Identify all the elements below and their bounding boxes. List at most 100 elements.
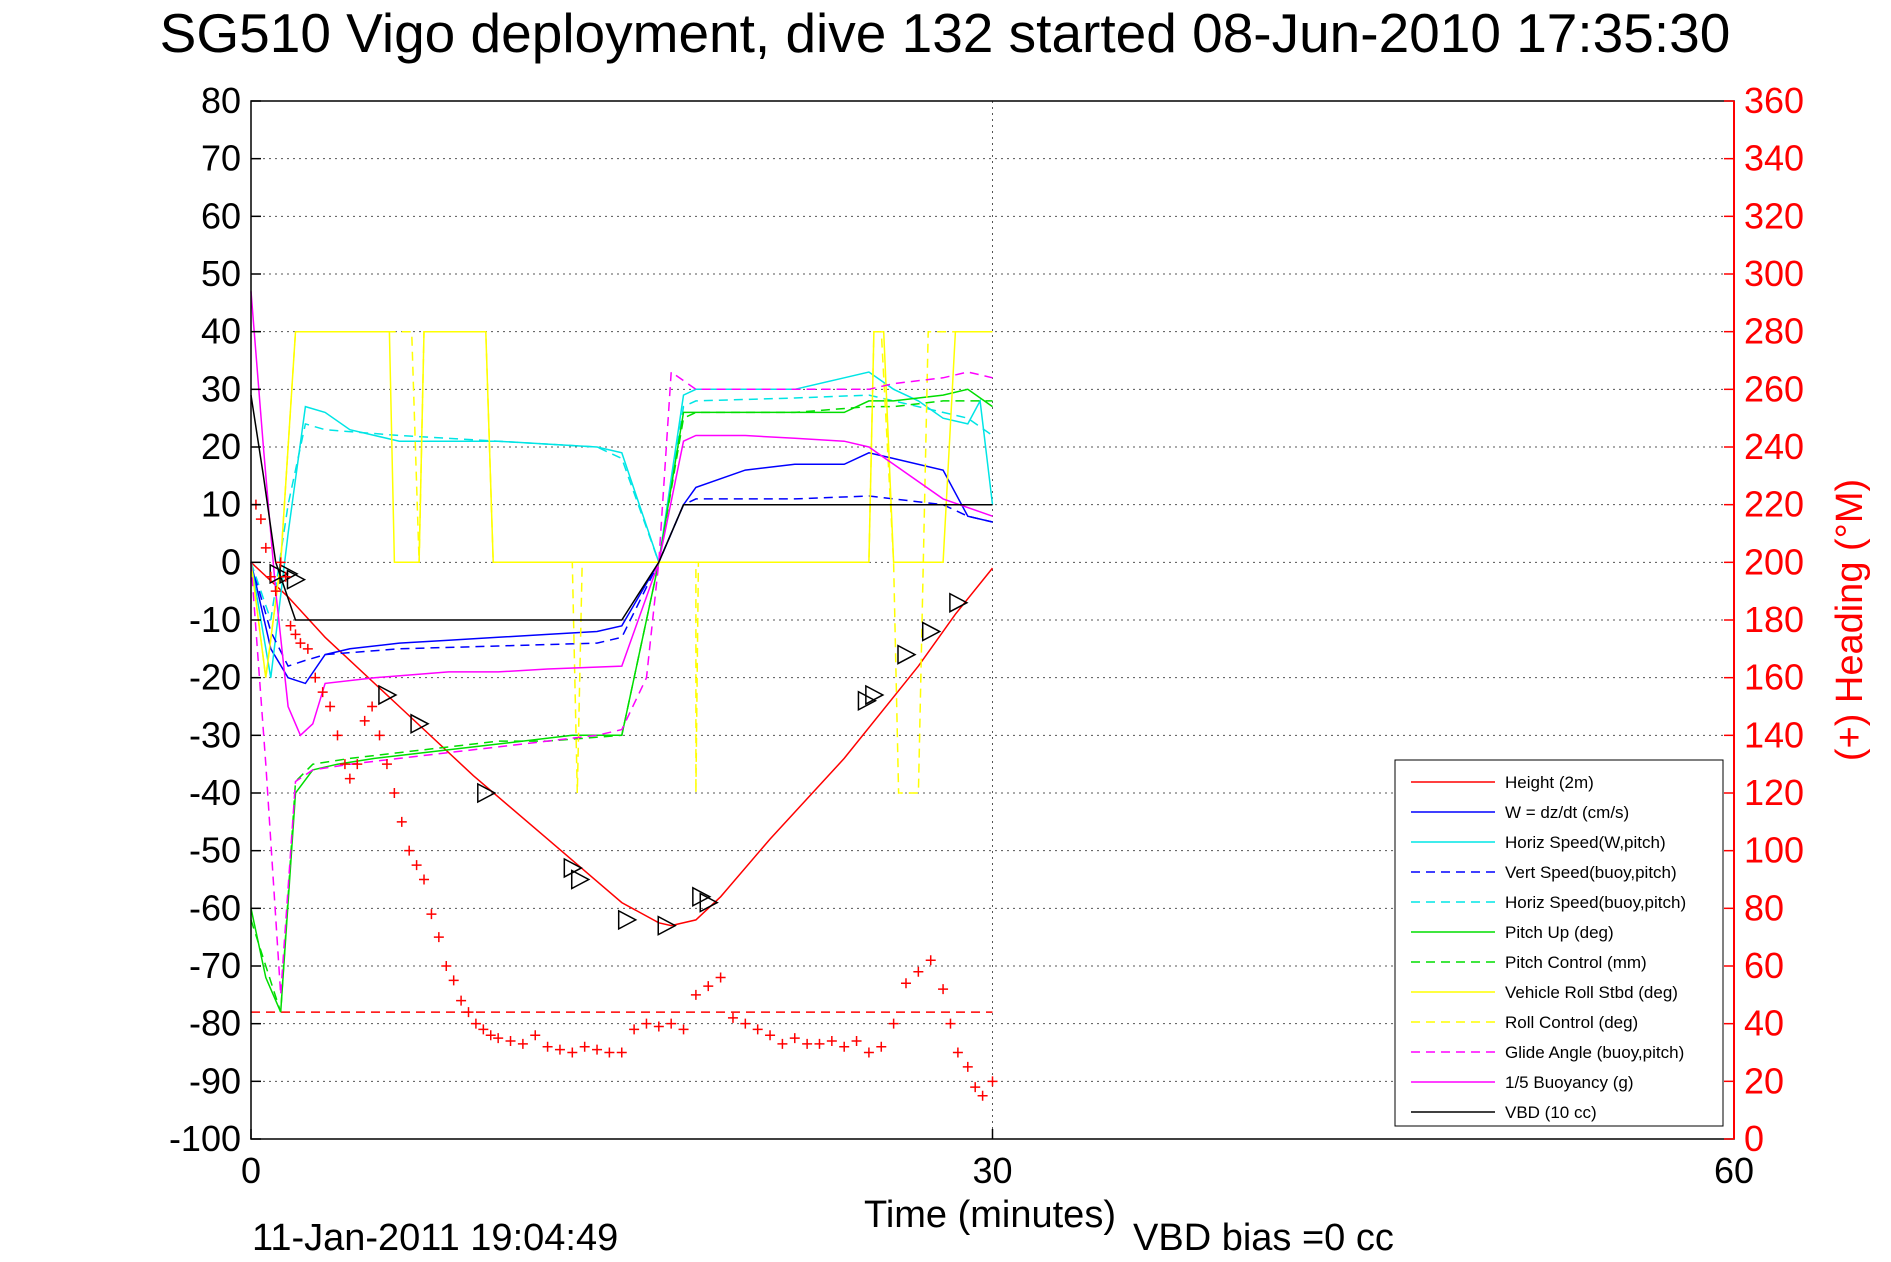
- heading-point: [913, 966, 924, 977]
- height-marker: [570, 869, 591, 890]
- y2-tick-label: 220: [1744, 484, 1804, 525]
- y-tick-label: -50: [189, 830, 241, 871]
- timestamp-footer: 11-Jan-2011 19:04:49: [252, 1217, 618, 1259]
- heading-point: [715, 972, 726, 983]
- legend-label: Horiz Speed(W,pitch): [1505, 833, 1666, 852]
- heading-point: [411, 860, 422, 871]
- heading-point: [470, 1018, 481, 1029]
- heading-point: [485, 1030, 496, 1041]
- series-lines: [250, 291, 994, 1013]
- legend-label: 1/5 Buoyancy (g): [1505, 1073, 1634, 1092]
- heading-point: [359, 715, 370, 726]
- heading-point: [678, 1024, 689, 1035]
- height-marker: [657, 915, 677, 936]
- height-marker: [563, 857, 583, 879]
- heading-point: [900, 978, 911, 989]
- heading-point: [302, 643, 313, 654]
- series-line: [250, 495, 993, 668]
- heading-point: [517, 1038, 528, 1049]
- heading-point: [389, 788, 400, 798]
- heading-point: [554, 1044, 565, 1055]
- height-marker: [857, 690, 878, 711]
- height-marker: [378, 684, 398, 706]
- heading-point: [876, 1041, 887, 1052]
- heading-point: [952, 1047, 963, 1058]
- y-tick-label: 60: [201, 195, 241, 236]
- x-tick-label: 0: [241, 1150, 261, 1191]
- right-axis-label: (+) Heading (°M): [1829, 479, 1871, 761]
- height-marker: [921, 621, 942, 642]
- heading-point: [616, 1047, 627, 1058]
- y2-tick-label: 0: [1744, 1118, 1764, 1159]
- heading-point: [295, 638, 306, 649]
- y-tick-label: 0: [221, 541, 241, 582]
- y2-tick-label: 100: [1744, 830, 1804, 871]
- heading-point: [478, 1024, 489, 1035]
- heading-point: [752, 1024, 763, 1035]
- heading-point: [463, 1007, 474, 1018]
- x-axis-ticks: 0 30 60: [241, 1129, 1754, 1191]
- legend-label: W = dz/dt (cm/s): [1505, 803, 1629, 822]
- series-line: [250, 330, 993, 794]
- y-tick-label: 20: [201, 426, 241, 467]
- y-tick-label: 40: [201, 311, 241, 352]
- height-marker: [617, 909, 638, 931]
- y-tick-label: -20: [189, 657, 241, 698]
- heading-point: [604, 1047, 615, 1058]
- legend-label: Glide Angle (buoy,pitch): [1505, 1043, 1684, 1062]
- heading-point: [789, 1033, 800, 1044]
- heading-point: [542, 1041, 553, 1052]
- heading-point: [270, 586, 281, 597]
- y2-tick-label: 160: [1744, 657, 1804, 698]
- series-line: [250, 561, 994, 927]
- left-axis-ticks: 80 70 60 50 40 30 20 10 0 -10 -20 -30 -40 -50 -60 -70 -8…: [169, 80, 261, 1159]
- heading-point: [265, 571, 276, 582]
- series-line: [250, 394, 993, 621]
- heading-point: [433, 932, 444, 943]
- heading-point: [381, 759, 392, 770]
- heading-point: [396, 816, 407, 827]
- heading-point: [970, 1082, 981, 1093]
- y-tick-label: -10: [189, 599, 241, 640]
- heading-point: [374, 730, 385, 741]
- heading-point: [441, 961, 452, 971]
- y2-tick-label: 200: [1744, 541, 1804, 582]
- heading-point: [945, 1018, 956, 1029]
- series-line: [250, 452, 993, 685]
- height-markers: [269, 563, 969, 936]
- legend-label: Vehicle Roll Stbd (deg): [1505, 983, 1678, 1002]
- heading-point: [977, 1090, 988, 1101]
- heading-point: [493, 1033, 504, 1044]
- heading-point: [740, 1018, 751, 1029]
- heading-point: [727, 1012, 738, 1023]
- y-tick-label: -80: [189, 1003, 241, 1044]
- legend-label: Roll Control (deg): [1505, 1013, 1638, 1032]
- heading-point: [310, 672, 321, 683]
- vbd-bias-footer: VBD bias =0 cc: [1133, 1217, 1394, 1259]
- y2-tick-label: 140: [1744, 714, 1804, 755]
- height-marker: [897, 644, 917, 665]
- heading-point: [255, 514, 266, 525]
- heading-point: [260, 542, 271, 553]
- x-tick-label: 60: [1714, 1150, 1754, 1191]
- y2-tick-label: 60: [1744, 945, 1784, 986]
- heading-point: [641, 1018, 652, 1029]
- y2-tick-label: 300: [1744, 253, 1804, 294]
- y2-tick-label: 280: [1744, 311, 1804, 352]
- heading-point: [367, 701, 378, 712]
- heading-point: [317, 687, 328, 698]
- heading-point: [666, 1018, 677, 1029]
- heading-point: [925, 955, 936, 966]
- heading-point: [332, 730, 343, 741]
- series-line: [250, 371, 994, 678]
- y2-tick-label: 240: [1744, 426, 1804, 467]
- heading-point: [592, 1044, 603, 1055]
- heading-point: [448, 975, 459, 986]
- y-tick-label: 70: [201, 138, 241, 179]
- heading-point: [419, 874, 430, 885]
- legend-label: Pitch Control (mm): [1505, 953, 1647, 972]
- height-marker: [692, 886, 712, 908]
- height-marker: [410, 713, 430, 735]
- y2-tick-label: 180: [1744, 599, 1804, 640]
